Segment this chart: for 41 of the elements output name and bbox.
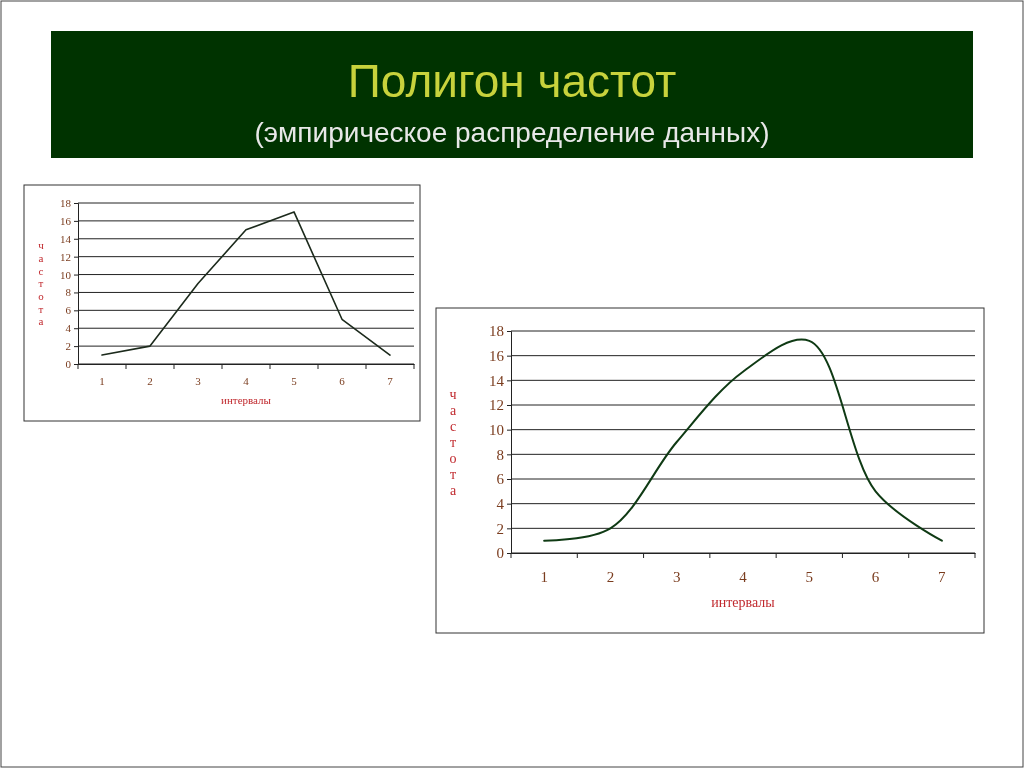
- x-tick-label: 3: [672, 568, 681, 585]
- y-tick-label: 6: [65, 304, 72, 317]
- y-tick-label: 12: [60, 250, 71, 263]
- x-axis-title: интервалы: [221, 393, 272, 406]
- y-tick-label: 16: [489, 347, 505, 364]
- x-axis-title: интервалы: [711, 595, 776, 610]
- x-tick-label: 5: [805, 568, 814, 585]
- y-tick-label: 6: [496, 471, 505, 488]
- y-tick-label: 12: [489, 397, 504, 414]
- y-axis-title: частота: [449, 386, 457, 499]
- line-series: [543, 338, 943, 542]
- y-tick-label: 8: [496, 446, 504, 463]
- y-tick-label: 8: [65, 286, 72, 299]
- x-tick-label: 6: [339, 375, 346, 388]
- y-tick-label: 14: [60, 232, 72, 245]
- x-tick-label: 4: [243, 375, 250, 388]
- y-tick-label: 4: [496, 495, 505, 512]
- y-tick-label: 18: [60, 197, 72, 210]
- x-tick-label: 1: [540, 568, 548, 585]
- y-tick-label: 4: [65, 322, 72, 335]
- y-axis-title: частота: [38, 239, 45, 328]
- y-tick-label: 18: [489, 323, 504, 340]
- y-tick-label: 14: [489, 372, 505, 389]
- x-tick-label: 6: [871, 568, 880, 585]
- y-tick-label: 10: [489, 421, 504, 438]
- y-tick-label: 2: [65, 340, 71, 353]
- x-tick-label: 2: [147, 375, 153, 388]
- x-tick-label: 7: [938, 568, 947, 585]
- x-tick-label: 5: [291, 375, 298, 388]
- y-tick-label: 10: [60, 268, 72, 281]
- y-tick-label: 0: [65, 358, 72, 371]
- y-tick-label: 2: [496, 520, 504, 537]
- x-tick-label: 7: [387, 375, 394, 388]
- text: Полигон частот: [347, 55, 677, 107]
- x-tick-label: 4: [739, 568, 748, 585]
- text: (эмпирическое распределение данных): [254, 117, 770, 148]
- y-tick-label: 16: [60, 214, 72, 227]
- x-tick-label: 3: [195, 375, 202, 388]
- y-tick-label: 0: [496, 545, 504, 562]
- x-tick-label: 1: [99, 375, 105, 388]
- x-tick-label: 2: [606, 568, 615, 585]
